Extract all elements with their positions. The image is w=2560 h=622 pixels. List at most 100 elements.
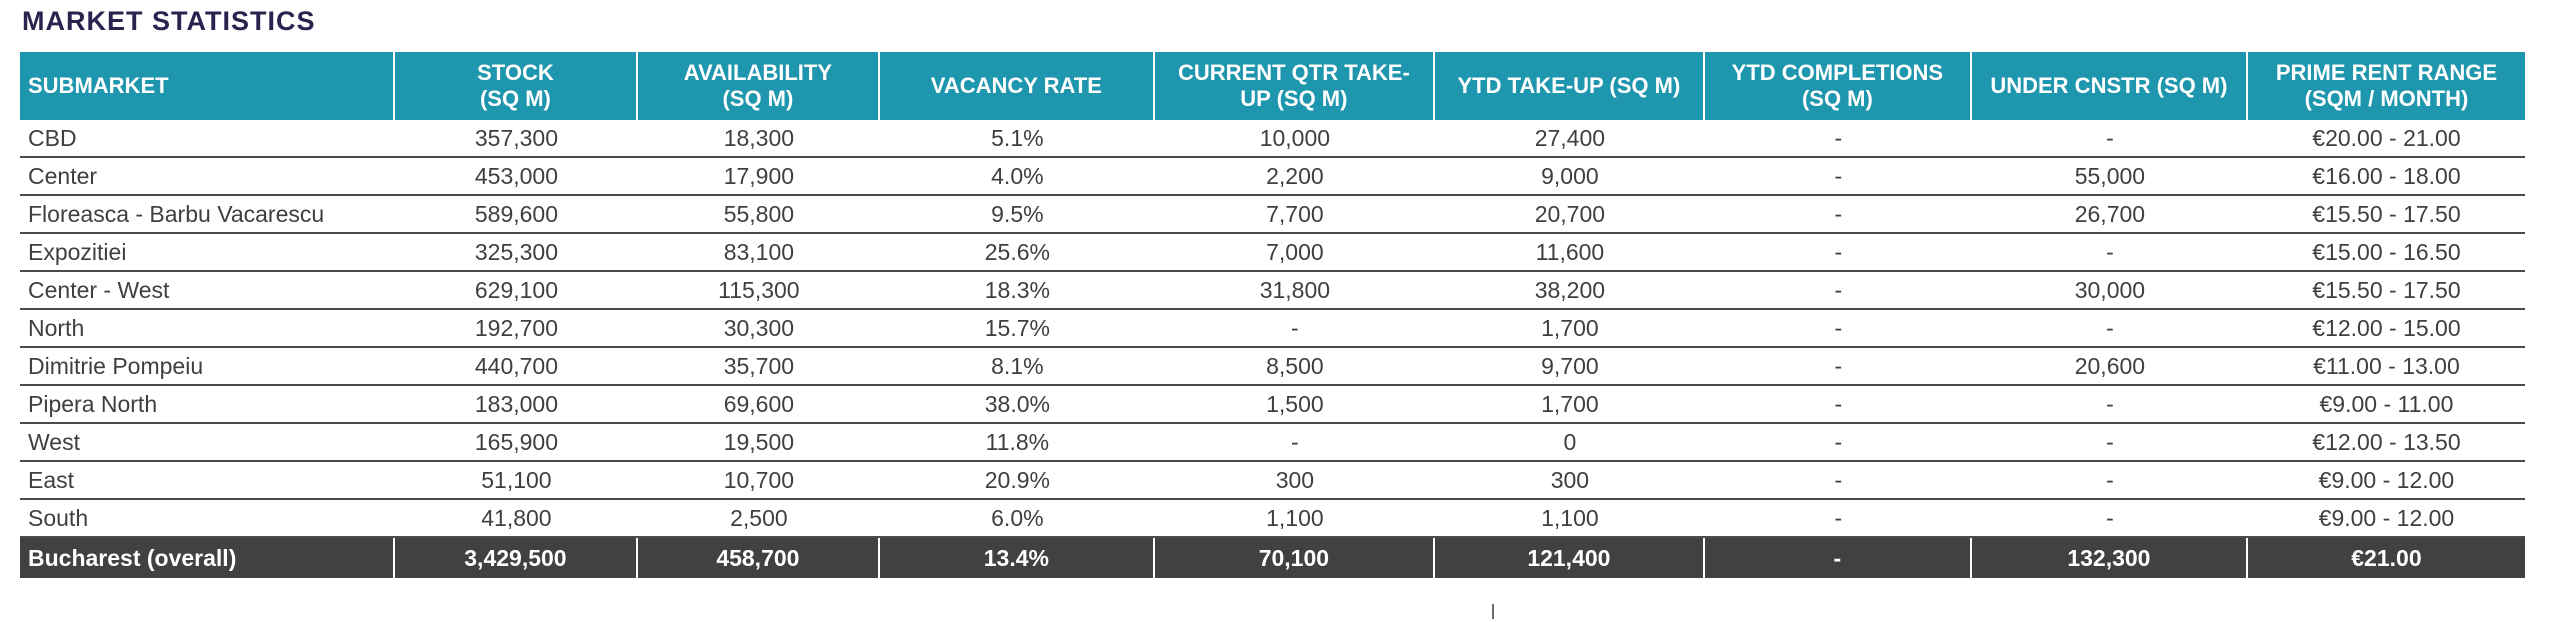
value-cell: -: [1704, 272, 1972, 310]
value-cell: €9.00 - 12.00: [2247, 500, 2525, 538]
value-cell: 7,700: [1154, 196, 1435, 234]
value-cell: €15.00 - 16.50: [2247, 234, 2525, 272]
submarket-name-cell: Floreasca - Barbu Vacarescu: [20, 196, 395, 234]
column-header: YTD TAKE-UP (SQ M): [1434, 52, 1705, 120]
value-cell: 9,000: [1434, 158, 1705, 196]
value-cell: -: [1971, 424, 2248, 462]
value-cell: 2,200: [1154, 158, 1435, 196]
table-row: Center 453,000 17,900 4.0% 2,200 9,000-55,000…: [20, 158, 2525, 196]
value-cell: 589,600: [394, 196, 638, 234]
value-cell: -: [1971, 120, 2248, 158]
table-row: Floreasca - Barbu Vacarescu 589,600 55,800…: [20, 196, 2525, 234]
value-cell: €12.00 - 13.50: [2247, 424, 2525, 462]
value-cell: 4.0%: [879, 158, 1155, 196]
value-cell: 165,900: [394, 424, 638, 462]
value-cell: -: [1971, 310, 2248, 348]
value-cell: 18,300: [637, 120, 880, 158]
table-row: South 41,800 2,500 6.0% 1,100 1,100- - €9.00 - …: [20, 500, 2525, 538]
column-header: UNDER CNSTR (SQ M): [1971, 52, 2248, 120]
value-cell: -: [1971, 386, 2248, 424]
value-cell: 20.9%: [879, 462, 1155, 500]
table-row: CBD 357,300 18,300 5.1% 10,000 27,400- - €20.00…: [20, 120, 2525, 158]
value-cell: 5.1%: [879, 120, 1155, 158]
value-cell: 7,000: [1154, 234, 1435, 272]
value-cell: 300: [1434, 462, 1705, 500]
value-cell: 9.5%: [879, 196, 1155, 234]
value-cell: 440,700: [394, 348, 638, 386]
submarket-name-cell: Center: [20, 158, 395, 196]
value-cell: 1,100: [1154, 500, 1435, 538]
value-cell: 1,500: [1154, 386, 1435, 424]
value-cell: 38.0%: [879, 386, 1155, 424]
total-value-cell: 70,100: [1154, 538, 1435, 578]
value-cell: 30,300: [637, 310, 880, 348]
value-cell: 10,000: [1154, 120, 1435, 158]
value-cell: -: [1704, 500, 1972, 538]
value-cell: 35,700: [637, 348, 880, 386]
column-header: VACANCY RATE: [879, 52, 1155, 120]
value-cell: 2,500: [637, 500, 880, 538]
value-cell: 83,100: [637, 234, 880, 272]
value-cell: -: [1704, 234, 1972, 272]
submarket-name-cell: Center - West: [20, 272, 395, 310]
value-cell: -: [1971, 500, 2248, 538]
value-cell: 453,000: [394, 158, 638, 196]
value-cell: 25.6%: [879, 234, 1155, 272]
column-header: YTD COMPLETIONS (SQ M): [1704, 52, 1972, 120]
value-cell: -: [1704, 158, 1972, 196]
table-row: Center - West 629,100 115,300 18.3% 31,800 38…: [20, 272, 2525, 310]
submarket-name-cell: South: [20, 500, 395, 538]
value-cell: 10,700: [637, 462, 880, 500]
column-header: CURRENT QTR TAKE- UP (SQ M): [1154, 52, 1435, 120]
submarket-name-cell: CBD: [20, 120, 395, 158]
value-cell: -: [1704, 196, 1972, 234]
submarket-name-cell: Pipera North: [20, 386, 395, 424]
value-cell: 8,500: [1154, 348, 1435, 386]
value-cell: -: [1704, 424, 1972, 462]
total-row-label-cell: Bucharest (overall): [20, 538, 395, 578]
column-header: AVAILABILITY (SQ M): [637, 52, 880, 120]
total-value-cell: -: [1704, 538, 1972, 578]
value-cell: €15.50 - 17.50: [2247, 272, 2525, 310]
value-cell: 1,700: [1434, 310, 1705, 348]
total-value-cell: 13.4%: [879, 538, 1155, 578]
value-cell: -: [1971, 462, 2248, 500]
value-cell: 0: [1434, 424, 1705, 462]
submarket-name-cell: West: [20, 424, 395, 462]
total-value-cell: 458,700: [637, 538, 880, 578]
value-cell: -: [1704, 348, 1972, 386]
value-cell: 41,800: [394, 500, 638, 538]
column-header: STOCK (SQ M): [394, 52, 638, 120]
value-cell: 30,000: [1971, 272, 2248, 310]
value-cell: 19,500: [637, 424, 880, 462]
value-cell: 31,800: [1154, 272, 1435, 310]
value-cell: €15.50 - 17.50: [2247, 196, 2525, 234]
value-cell: -: [1704, 462, 1972, 500]
value-cell: -: [1154, 310, 1435, 348]
value-cell: 18.3%: [879, 272, 1155, 310]
total-value-cell: 132,300: [1971, 538, 2248, 578]
value-cell: 20,700: [1434, 196, 1705, 234]
column-header: SUBMARKET: [20, 52, 395, 120]
total-value-cell: 3,429,500: [394, 538, 638, 578]
value-cell: 11,600: [1434, 234, 1705, 272]
table-row: Dimitrie Pompeiu 440,700 35,700 8.1% 8,500 9,…: [20, 348, 2525, 386]
table-row: East 51,100 10,700 20.9% 300 300- - €9.00 - 12.…: [20, 462, 2525, 500]
value-cell: -: [1704, 386, 1972, 424]
table-header-row: SUBMARKET STOCK (SQ M) AVAILABILITY (SQ M)…: [20, 52, 2525, 120]
value-cell: €12.00 - 15.00: [2247, 310, 2525, 348]
submarket-name-cell: Expozitiei: [20, 234, 395, 272]
value-cell: 1,100: [1434, 500, 1705, 538]
value-cell: 51,100: [394, 462, 638, 500]
value-cell: 300: [1154, 462, 1435, 500]
value-cell: 325,300: [394, 234, 638, 272]
value-cell: 9,700: [1434, 348, 1705, 386]
value-cell: 38,200: [1434, 272, 1705, 310]
value-cell: 15.7%: [879, 310, 1155, 348]
value-cell: 69,600: [637, 386, 880, 424]
table-row: West 165,900 19,500 11.8% -0- - €12.00 - 13.50: [20, 424, 2525, 462]
value-cell: -: [1704, 310, 1972, 348]
value-cell: -: [1971, 234, 2248, 272]
value-cell: -: [1704, 120, 1972, 158]
table-row: Pipera North 183,000 69,600 38.0% 1,500 1,700…: [20, 386, 2525, 424]
